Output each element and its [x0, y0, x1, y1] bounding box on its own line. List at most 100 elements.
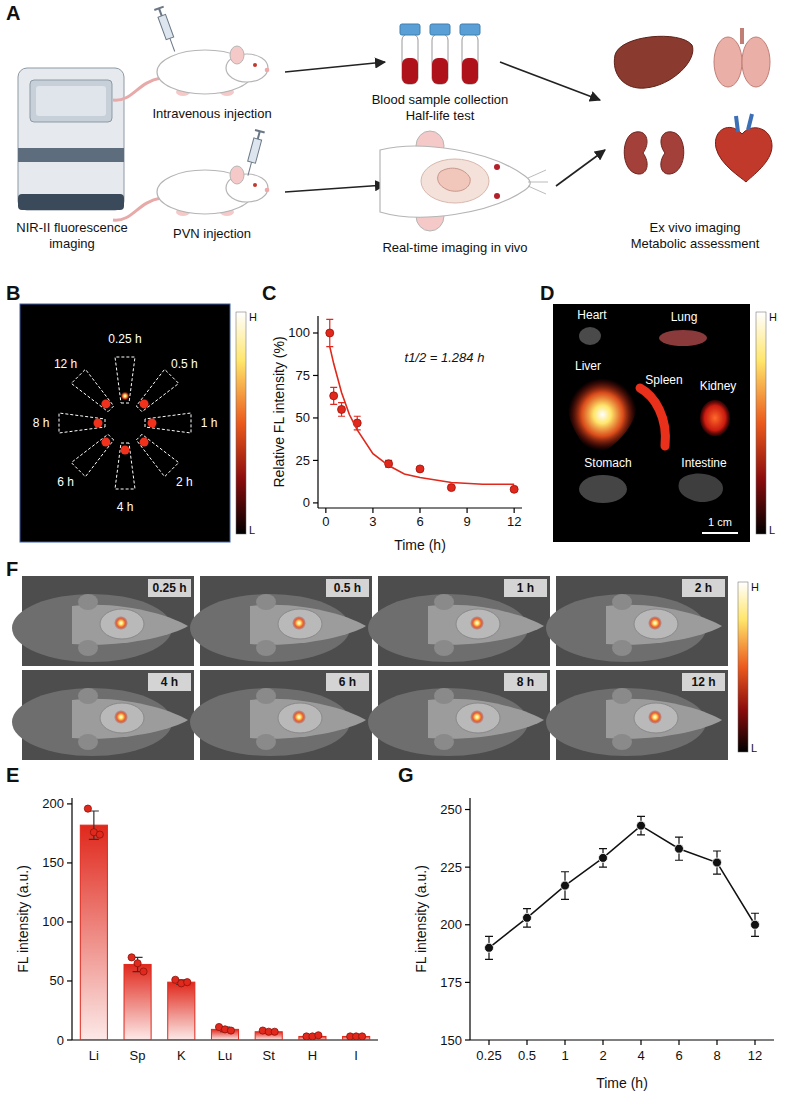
tube-signal	[148, 419, 157, 428]
syringe-plunger	[258, 131, 260, 139]
whisker	[528, 182, 548, 183]
tube-outline	[115, 443, 135, 489]
x-tick	[488, 1040, 489, 1045]
mouse-ear	[612, 594, 632, 610]
organ-label: Spleen	[645, 373, 682, 387]
time-box	[326, 673, 369, 691]
step-label: Real-time imaging in vivo	[382, 240, 527, 255]
y-tick-label: 75	[296, 368, 310, 383]
y-tick-label: 50	[296, 410, 310, 425]
x-tick-label: Sp	[130, 1048, 146, 1063]
organ-label: Lung	[671, 310, 698, 324]
line	[489, 826, 755, 948]
data-point	[510, 485, 518, 493]
y-tick-label: 100	[42, 914, 64, 929]
time-label: 2 h	[176, 475, 193, 489]
plot-marks	[80, 805, 369, 1040]
x-axis	[470, 1039, 774, 1040]
error-bar	[713, 851, 721, 874]
tube	[402, 34, 418, 84]
data-point	[416, 465, 424, 473]
skull-window	[100, 609, 144, 639]
colorbar-label: H	[249, 311, 257, 323]
panel-letter: A	[6, 2, 20, 24]
data-point	[523, 913, 532, 922]
y-tick-label: 100	[288, 325, 310, 340]
mouse-head	[250, 699, 366, 739]
y-tick	[465, 867, 470, 868]
tube-signal	[101, 438, 110, 447]
time-label: 0.25 h	[152, 581, 186, 595]
label-line: NIR-II fluorescence	[16, 220, 127, 235]
data-point	[447, 484, 455, 492]
whisker	[528, 170, 546, 178]
scale-bar	[702, 532, 738, 534]
tube-outline	[136, 369, 178, 411]
step-label: Half-life test	[406, 108, 475, 123]
error-bar	[523, 909, 531, 927]
vessel	[736, 114, 752, 132]
tube-cap	[460, 24, 480, 35]
instrument-window-inner	[36, 86, 106, 116]
mouse-ear	[434, 594, 454, 610]
mouse-ear	[78, 688, 98, 704]
mouse-ear	[434, 688, 454, 704]
panel-letter: C	[262, 282, 276, 304]
error-bar	[561, 872, 569, 900]
instrument	[18, 68, 124, 210]
image-b	[20, 304, 230, 542]
x-tick-label: K	[177, 1048, 186, 1063]
error-bar	[326, 319, 333, 346]
y-tick-label: 225	[440, 860, 462, 875]
mouse-eye	[253, 183, 257, 187]
x-tick-label: 4	[637, 1048, 644, 1063]
mouse-ear	[434, 640, 454, 656]
x-tick-label: 9	[463, 514, 470, 529]
time-box	[148, 673, 191, 691]
tube	[462, 34, 478, 84]
y-tick	[67, 803, 72, 804]
mouse-ear	[612, 688, 632, 704]
organ-kidney	[661, 132, 684, 174]
organ-label: Liver	[575, 359, 601, 373]
mouse-ear	[612, 640, 632, 656]
y-axis	[469, 798, 470, 1040]
tube-signal	[121, 446, 130, 455]
organ-lung	[659, 330, 707, 346]
x-tick	[602, 1040, 603, 1045]
syringe-barrel	[158, 14, 174, 39]
x-tick	[640, 1040, 641, 1045]
skull-window	[100, 703, 144, 733]
chart-scatter: 0255075100Relative FL intensity (%)03691…	[271, 316, 522, 553]
organ-kidney	[700, 400, 730, 436]
time-box	[682, 579, 725, 597]
skull	[421, 159, 489, 203]
time-box	[148, 579, 191, 597]
tube-signal	[94, 419, 103, 428]
colorbar-label: H	[769, 311, 777, 323]
syringe-plunger	[255, 130, 265, 133]
x-tick	[754, 1040, 755, 1045]
error-bar	[338, 403, 345, 417]
step-label: Ex vivo imaging	[649, 220, 740, 235]
organ-label: Heart	[577, 308, 607, 322]
colorbar-label: L	[769, 524, 775, 536]
x-tick-label: 6	[416, 514, 423, 529]
replicate-point	[84, 805, 91, 812]
time-label: 8 h	[517, 675, 534, 689]
panel-letter: E	[6, 764, 19, 786]
y-tick	[313, 332, 318, 333]
data-point	[599, 853, 608, 862]
instrument-label: NIR-II fluorescenceimaging	[16, 220, 127, 251]
tube-signal	[121, 392, 130, 401]
replicate-point	[140, 968, 147, 975]
step-label: Blood sample collection	[372, 92, 509, 107]
bar	[80, 825, 107, 1040]
data-point	[637, 821, 646, 830]
skull-window	[456, 609, 500, 639]
arrow	[556, 150, 605, 186]
y-axis-title: FL intensity (a.u.)	[15, 865, 31, 973]
y-tick-label: 200	[440, 917, 462, 932]
y-axis-title: Relative FL intensity (%)	[271, 336, 287, 487]
mouse-icon	[113, 46, 269, 100]
